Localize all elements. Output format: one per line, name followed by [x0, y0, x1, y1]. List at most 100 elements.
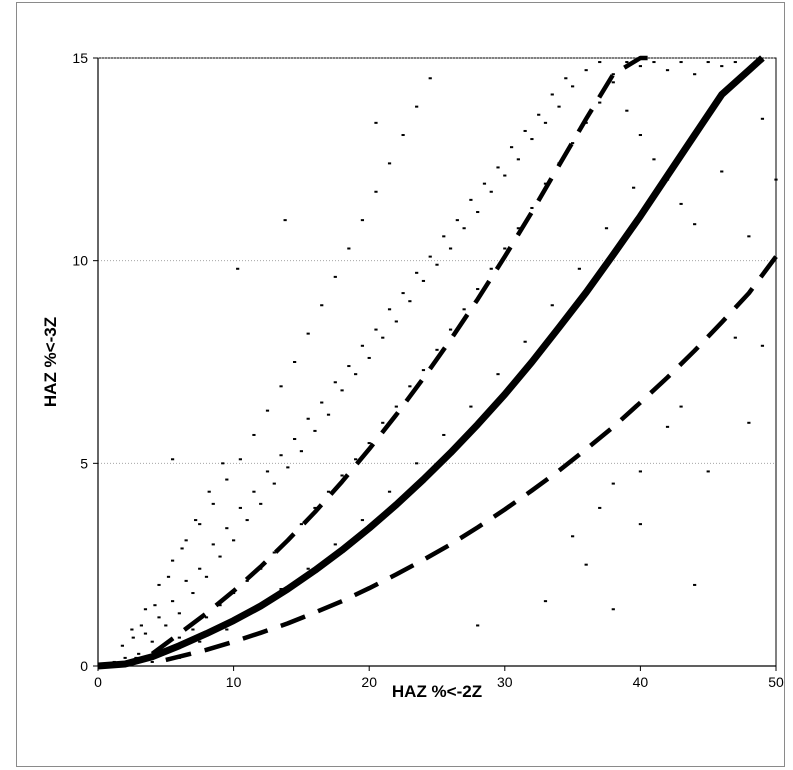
data-point: [130, 628, 134, 631]
data-point: [415, 105, 419, 108]
data-point: [638, 65, 642, 68]
data-point: [143, 632, 148, 635]
data-point: [394, 320, 398, 323]
y-tick-labels: 0 5 10 15: [72, 50, 88, 674]
data-point: [747, 421, 751, 424]
data-point: [204, 616, 209, 619]
data-point: [415, 271, 419, 274]
data-point: [198, 523, 202, 526]
data-point: [381, 336, 385, 339]
data-point: [523, 129, 527, 132]
data-point: [469, 405, 473, 408]
data-point: [448, 247, 453, 250]
y-tick-label: 0: [80, 658, 88, 674]
data-point: [320, 401, 324, 404]
data-point: [170, 458, 175, 461]
data-point: [516, 227, 520, 230]
data-point: [299, 523, 303, 526]
data-point: [170, 600, 175, 603]
data-point: [198, 567, 202, 570]
y-tick-label: 10: [72, 253, 88, 269]
data-point: [354, 373, 358, 376]
data-point: [225, 628, 229, 631]
data-point: [428, 77, 432, 80]
data-point: [265, 409, 270, 412]
data-point: [564, 77, 568, 80]
data-point: [360, 519, 365, 522]
data-point: [333, 381, 337, 384]
data-point: [408, 300, 412, 303]
data-point: [225, 478, 229, 481]
data-point: [387, 308, 392, 311]
data-point: [679, 61, 683, 64]
data-point: [218, 555, 222, 558]
data-point: [164, 624, 168, 627]
data-point: [150, 660, 154, 663]
data-point: [584, 563, 588, 566]
data-point: [387, 162, 392, 165]
data-point: [632, 186, 636, 189]
data-point: [598, 101, 602, 104]
data-point: [489, 190, 493, 193]
data-point: [374, 328, 378, 331]
data-point: [693, 73, 697, 76]
data-point: [455, 219, 459, 222]
data-point: [401, 292, 405, 295]
data-point: [665, 425, 670, 428]
data-point: [760, 117, 765, 120]
data-point: [283, 219, 287, 222]
data-point: [543, 121, 548, 124]
data-point: [137, 652, 141, 655]
data-point: [381, 421, 385, 424]
data-point: [340, 389, 344, 392]
data-point: [550, 304, 554, 307]
data-point: [537, 113, 541, 116]
data-point: [184, 579, 188, 582]
x-tick-label: 40: [633, 674, 649, 690]
data-point: [232, 539, 236, 542]
data-point: [166, 575, 171, 578]
data-point: [747, 235, 751, 238]
data-point: [550, 93, 554, 96]
data-point: [625, 109, 629, 112]
data-point: [462, 227, 466, 230]
data-point: [360, 219, 365, 222]
data-point: [598, 506, 602, 509]
data-point: [326, 413, 331, 416]
data-point: [180, 547, 184, 550]
data-point: [252, 490, 256, 493]
data-point: [306, 332, 310, 335]
upper-dashed-line: [150, 55, 654, 656]
data-point: [340, 474, 344, 477]
data-point: [604, 227, 609, 230]
data-point: [245, 519, 249, 522]
data-point: [462, 308, 466, 311]
data-point: [421, 279, 426, 282]
data-point: [693, 223, 697, 226]
data-point: [293, 361, 297, 363]
data-point: [265, 470, 270, 473]
data-point: [571, 142, 575, 145]
y-tick-label: 15: [72, 50, 88, 66]
data-point: [194, 519, 198, 522]
data-point: [598, 61, 602, 64]
data-point: [611, 608, 615, 611]
y-tick-label: 5: [80, 455, 88, 471]
data-point: [577, 267, 581, 270]
data-point: [408, 385, 412, 388]
data-point: [333, 543, 337, 546]
data-point: [625, 61, 629, 64]
x-tick-labels: 0 10 20 30 40 50: [94, 674, 784, 690]
data-point: [347, 247, 351, 250]
data-point: [415, 462, 419, 465]
data-point: [401, 134, 405, 137]
data-point: [652, 61, 656, 64]
data-point: [774, 178, 778, 181]
data-point: [543, 600, 548, 603]
data-point: [252, 433, 256, 436]
data-point: [170, 559, 175, 562]
data-point: [435, 348, 439, 351]
data-point: [221, 462, 225, 465]
data-point: [665, 69, 670, 72]
